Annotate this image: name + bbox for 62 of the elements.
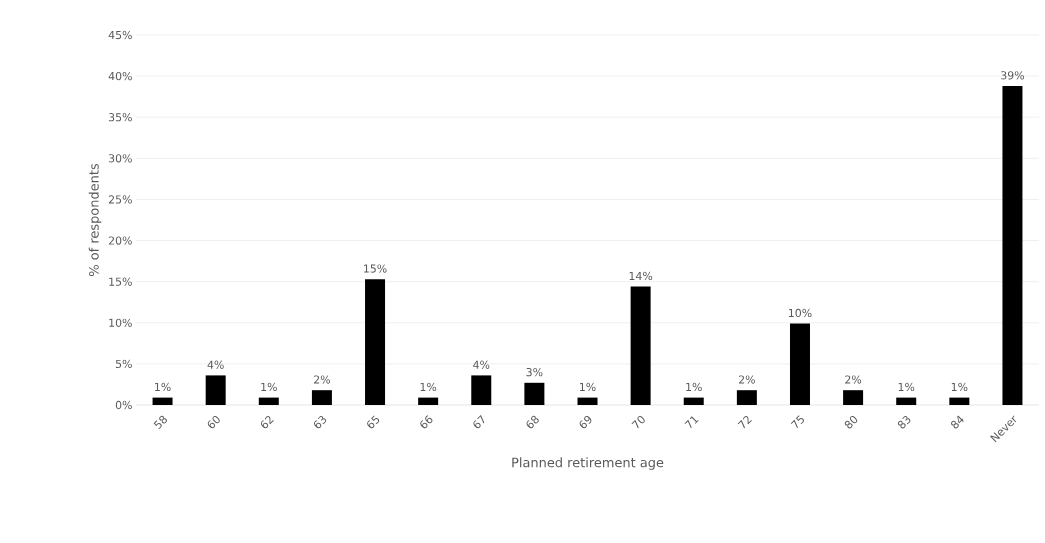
x-tick-label: 72	[737, 416, 752, 429]
data-label: 3%	[526, 368, 543, 377]
y-tick-label: 40%	[108, 71, 132, 81]
data-label: 4%	[473, 360, 490, 369]
data-label: 15%	[364, 264, 387, 273]
bar	[577, 397, 598, 405]
x-tick-label: 68	[526, 415, 539, 429]
x-tick-label: 62	[260, 416, 274, 429]
bar	[1002, 85, 1023, 405]
data-label: 39%	[1001, 71, 1025, 80]
y-tick-label: 20%	[108, 236, 132, 245]
bar	[789, 323, 810, 405]
bar	[683, 397, 704, 405]
data-label: 2%	[738, 375, 755, 384]
x-tick-label: 71	[684, 416, 699, 429]
data-label: 10%	[789, 308, 812, 318]
data-label: 4%	[207, 360, 224, 369]
x-tick-label: 75	[790, 415, 804, 429]
bar	[630, 286, 651, 405]
data-label: 14%	[629, 271, 653, 281]
x-tick-label: 58	[153, 415, 167, 430]
x-tick-label: 84	[951, 415, 964, 429]
data-label: 1%	[261, 382, 277, 392]
data-label: 2%	[845, 375, 862, 384]
bar	[524, 382, 545, 405]
bar	[152, 397, 173, 405]
y-tick-label: 35%	[108, 113, 132, 122]
x-tick-label: 67	[473, 415, 485, 429]
x-tick-label: 65	[367, 415, 380, 429]
x-tick-label: 69	[579, 416, 592, 429]
bar	[258, 397, 279, 405]
data-label: 1%	[898, 382, 915, 392]
x-tick-label: 70	[631, 415, 645, 429]
bar	[896, 397, 917, 405]
y-tick-label: 5%	[115, 359, 132, 369]
bar	[311, 390, 332, 405]
bar	[418, 397, 439, 405]
data-label: 1%	[686, 382, 702, 392]
bar	[471, 375, 492, 405]
bar	[949, 397, 970, 405]
data-label: 1%	[420, 382, 437, 392]
x-tick-label: 60	[207, 415, 220, 429]
y-tick-label: 10%	[109, 318, 132, 327]
data-label: 1%	[155, 382, 171, 392]
x-axis-title: Planned retirement age	[512, 457, 664, 470]
y-tick-label: 0%	[115, 400, 132, 410]
bar	[843, 390, 864, 405]
data-label: 1%	[951, 382, 968, 392]
x-tick-label: 66	[420, 415, 433, 429]
y-axis-title: % of respondents	[88, 163, 102, 276]
bar	[205, 375, 226, 405]
y-tick-label: 15%	[109, 277, 132, 286]
bar	[365, 279, 386, 405]
y-tick-label: 25%	[108, 195, 132, 204]
y-tick-label: 45%	[108, 30, 132, 40]
y-tick-label: 30%	[108, 154, 132, 163]
data-label: 2%	[314, 375, 330, 384]
x-tick-label: 83	[897, 415, 911, 429]
bar	[736, 390, 757, 405]
data-label: 1%	[580, 382, 596, 392]
x-tick-label: 63	[314, 415, 327, 429]
x-tick-label: 80	[844, 415, 858, 429]
